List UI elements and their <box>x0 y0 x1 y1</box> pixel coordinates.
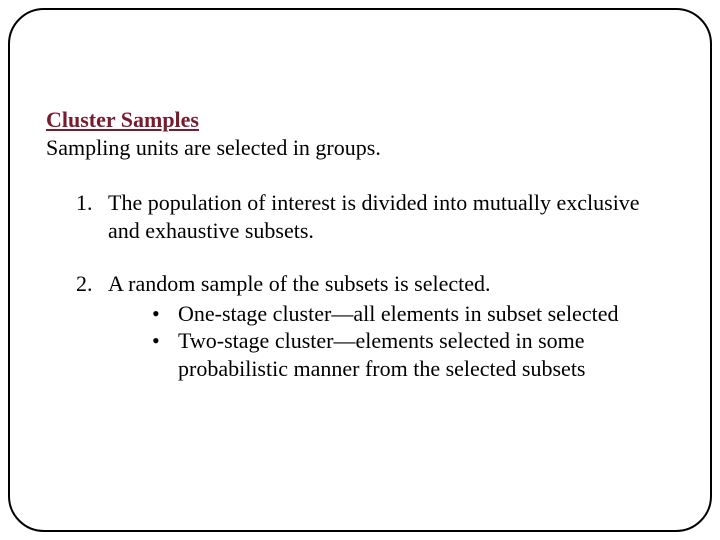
bullet-icon: • <box>152 327 160 355</box>
bullet-sublist: • One-stage cluster—all elements in subs… <box>108 300 674 383</box>
numbered-list: 1. The population of interest is divided… <box>46 189 674 382</box>
slide-subtitle: Sampling units are selected in groups. <box>46 134 674 162</box>
list-number: 2. <box>76 270 93 298</box>
sublist-text: One-stage cluster—all elements in subset… <box>178 301 618 326</box>
list-number: 1. <box>76 189 93 217</box>
list-text: The population of interest is divided in… <box>108 190 640 243</box>
slide-title: Cluster Samples <box>46 106 674 134</box>
sublist-text: Two-stage cluster—elements selected in s… <box>178 328 586 381</box>
heading-block: Cluster Samples Sampling units are selec… <box>46 106 674 161</box>
bullet-icon: • <box>152 300 160 328</box>
sublist-item: • One-stage cluster—all elements in subs… <box>142 300 674 328</box>
list-item: 2. A random sample of the subsets is sel… <box>76 270 674 382</box>
sublist-item: • Two-stage cluster—elements selected in… <box>142 327 674 382</box>
list-item: 1. The population of interest is divided… <box>76 189 674 244</box>
list-text: A random sample of the subsets is select… <box>108 271 490 296</box>
slide-frame: Cluster Samples Sampling units are selec… <box>8 8 712 532</box>
